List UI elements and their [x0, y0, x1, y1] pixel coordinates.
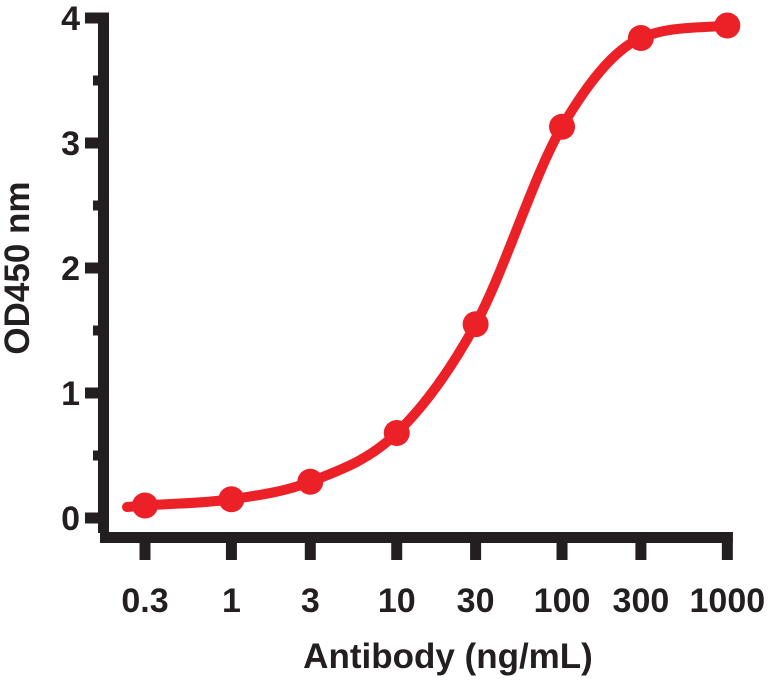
- data-point-1000: [714, 12, 741, 39]
- x-tick-label: 0.3: [121, 582, 168, 620]
- y-tick-label: 1: [61, 375, 80, 413]
- y-major-tick: [85, 12, 109, 24]
- data-points: [132, 12, 741, 519]
- y-major-tick: [85, 137, 109, 149]
- x-tick-label: 10: [378, 582, 416, 620]
- x-tick: [635, 532, 647, 560]
- x-tick-label: 3: [301, 582, 320, 620]
- y-tick-label: 3: [61, 125, 80, 163]
- fit-curve: [122, 20, 733, 512]
- data-point-30: [462, 311, 489, 338]
- data-point-3: [297, 468, 324, 495]
- x-tick: [304, 532, 316, 560]
- x-tick-label: 100: [534, 582, 591, 620]
- x-tick: [391, 532, 403, 560]
- data-point-1: [218, 486, 245, 513]
- x-tick-label: 1: [222, 582, 241, 620]
- data-point-10: [383, 420, 410, 446]
- x-tick: [721, 532, 733, 560]
- y-minor-tick: [93, 325, 109, 336]
- y-major-tick: [85, 262, 109, 274]
- x-tick: [225, 532, 237, 560]
- x-axis-title: Antibody (ng/mL): [303, 637, 593, 676]
- data-point-0-3: [132, 492, 158, 519]
- y-minor-tick: [93, 200, 109, 211]
- tick-labels: 0 1 2 3 4 0.3 1 3 10 30 100 300 1000: [61, 0, 765, 620]
- x-tick: [139, 532, 151, 560]
- y-major-tick: [85, 512, 109, 524]
- data-point-300: [627, 25, 654, 51]
- x-tick-label: 300: [613, 582, 670, 620]
- x-axis-line: [100, 532, 733, 543]
- x-tick: [470, 532, 482, 560]
- axes: [85, 12, 733, 560]
- y-minor-tick: [93, 75, 109, 86]
- y-tick-label: 4: [61, 0, 80, 38]
- y-major-tick: [85, 387, 109, 399]
- x-tick-label: 1000: [690, 582, 766, 620]
- y-tick-label: 2: [61, 250, 80, 288]
- data-point-100: [549, 113, 576, 140]
- x-tick: [556, 532, 568, 560]
- x-tick-label: 30: [457, 582, 495, 620]
- y-minor-tick: [93, 450, 109, 461]
- y-axis-title: OD450 nm: [0, 181, 37, 354]
- y-tick-label: 0: [61, 500, 80, 538]
